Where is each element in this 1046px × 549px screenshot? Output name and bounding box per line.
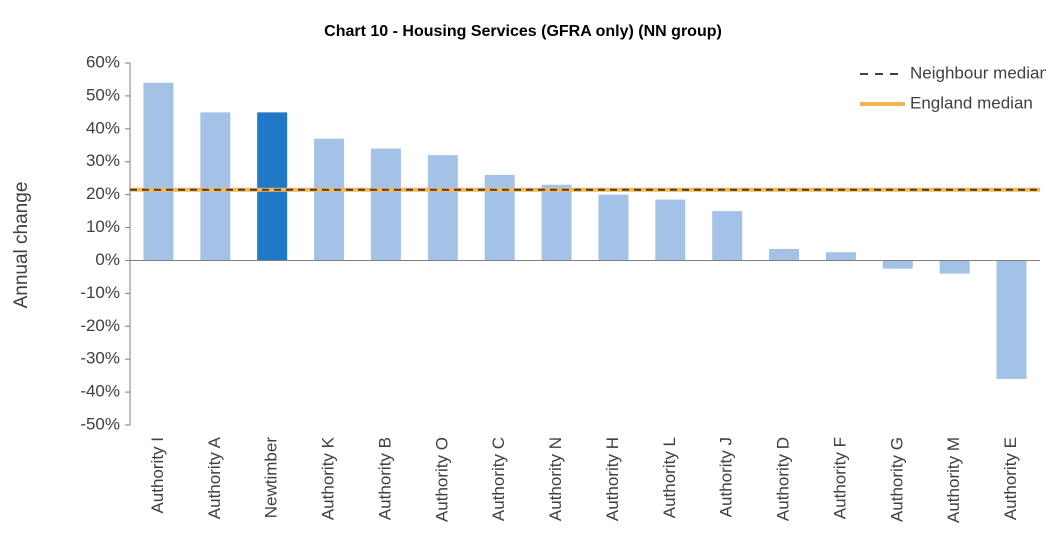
y-tick-label: 20%	[86, 184, 120, 203]
x-tick-label: Authority M	[944, 437, 963, 523]
bar	[939, 260, 970, 274]
x-tick-label: Authority N	[546, 437, 565, 521]
y-tick-label: 10%	[86, 217, 120, 236]
bar	[314, 138, 345, 261]
bar	[257, 112, 288, 261]
x-tick-label: Authority K	[319, 436, 338, 520]
bar	[143, 82, 174, 261]
bar	[825, 252, 856, 261]
x-tick-label: Authority J	[717, 437, 736, 517]
y-tick-label: 60%	[86, 52, 120, 71]
bar	[598, 194, 629, 261]
bar	[541, 184, 572, 261]
bar	[370, 148, 401, 261]
bar	[712, 211, 743, 261]
y-tick-label: 50%	[86, 85, 120, 104]
bar	[769, 248, 800, 261]
x-tick-label: Authority L	[660, 437, 679, 518]
x-tick-label: Authority I	[148, 437, 167, 514]
y-tick-label: 30%	[86, 151, 120, 170]
y-tick-label: 0%	[95, 250, 120, 269]
bar	[200, 112, 231, 261]
x-tick-label: Authority G	[887, 437, 906, 522]
y-tick-label: -50%	[80, 414, 120, 433]
legend-label: Neighbour median	[910, 63, 1046, 82]
y-tick-label: -40%	[80, 382, 120, 401]
y-tick-label: -20%	[80, 316, 120, 335]
x-tick-label: Authority B	[375, 437, 394, 520]
x-tick-label: Authority O	[432, 437, 451, 522]
x-tick-label: Newtimber	[262, 437, 281, 519]
y-axis-title: Annual change	[11, 182, 32, 309]
bar	[655, 199, 686, 261]
x-tick-label: Authority F	[830, 437, 849, 519]
x-tick-label: Authority H	[603, 437, 622, 521]
x-tick-label: Authority A	[205, 436, 224, 519]
y-tick-label: 40%	[86, 118, 120, 137]
legend-label: England median	[910, 93, 1033, 112]
x-tick-label: Authority E	[1001, 437, 1020, 520]
y-tick-label: -30%	[80, 349, 120, 368]
bar	[996, 260, 1027, 379]
y-tick-label: -10%	[80, 283, 120, 302]
x-tick-label: Authority C	[489, 437, 508, 521]
bar	[427, 155, 458, 261]
x-tick-label: Authority D	[774, 437, 793, 521]
chart-title: Chart 10 - Housing Services (GFRA only) …	[324, 23, 722, 40]
bar	[882, 260, 913, 269]
